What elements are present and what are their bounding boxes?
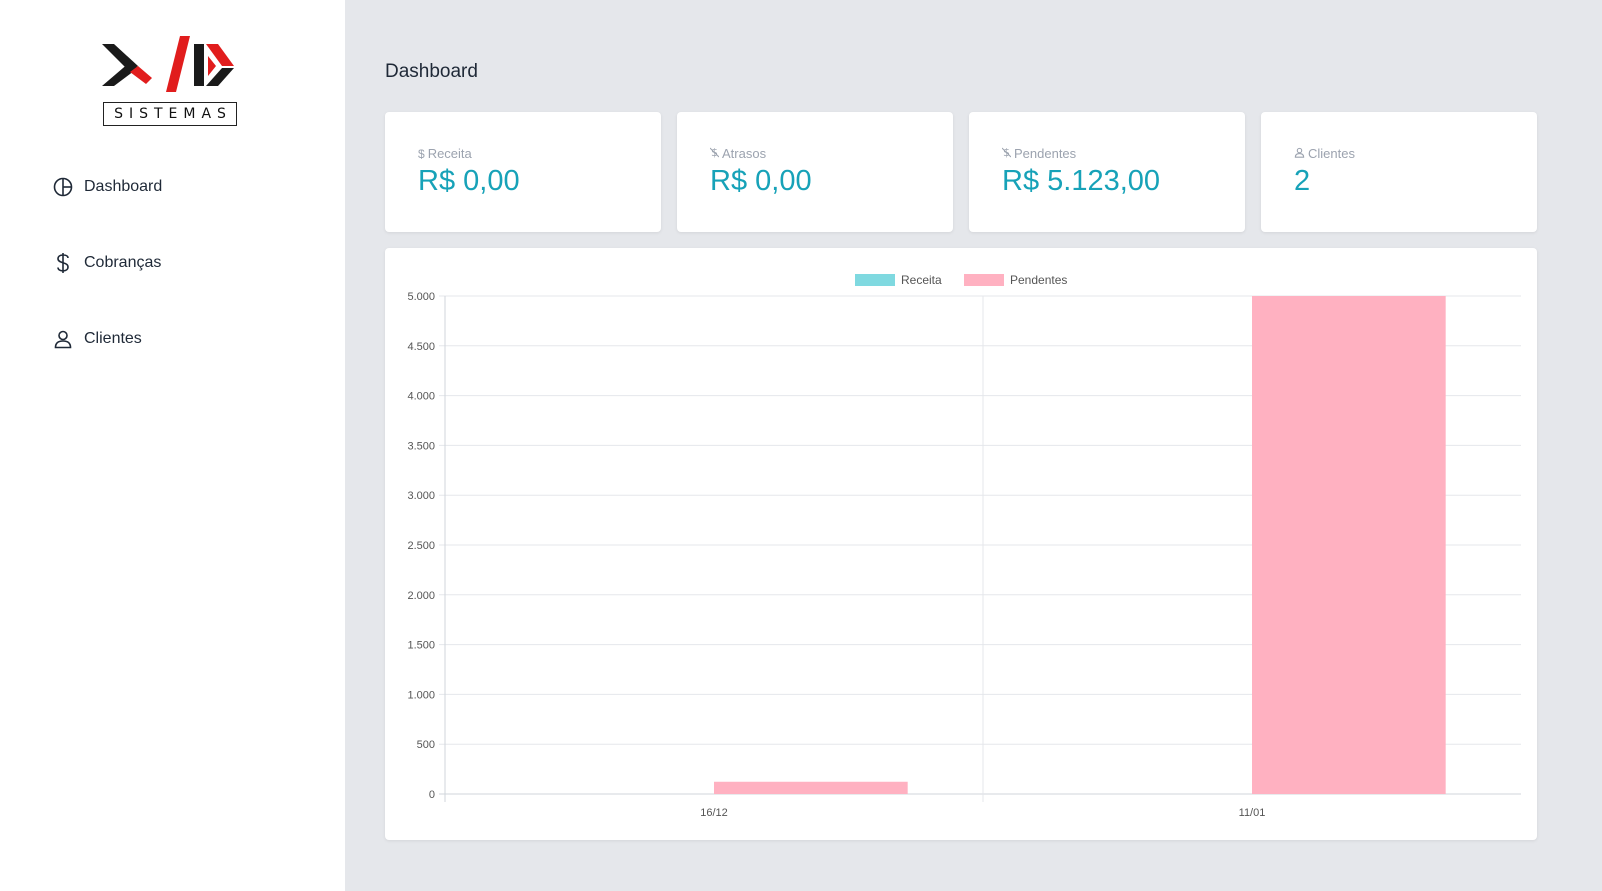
y-tick-label: 5.000 (407, 291, 435, 303)
x-tick-label: 16/12 (700, 807, 728, 819)
y-tick-label: 1.500 (407, 640, 435, 652)
card-value: 2 (1294, 165, 1311, 197)
dollar-slash-icon: $ (1001, 146, 1012, 161)
card-label-text: Atrasos (722, 146, 767, 161)
card-clientes: Clientes 2 (1261, 112, 1537, 232)
user-icon (1294, 147, 1305, 161)
y-tick-label: 0 (429, 789, 435, 801)
card-receita: $ Receita R$ 0,00 (385, 112, 661, 232)
card-label: Clientes (1294, 146, 1537, 161)
brand-logo[interactable]: SISTEMAS (100, 36, 238, 128)
card-label-text: Clientes (1308, 146, 1355, 161)
y-tick-label: 4.000 (407, 391, 435, 403)
pie-chart-icon (52, 176, 74, 198)
y-tick-label: 2.500 (407, 540, 435, 552)
y-tick-label: 4.500 (407, 341, 435, 353)
page-title: Dashboard (385, 61, 478, 82)
legend-label: Pendentes (1010, 273, 1067, 287)
legend-swatch (964, 274, 1004, 286)
card-label: $ Pendentes (1001, 146, 1245, 161)
logo-wordmark: SISTEMAS (114, 106, 232, 122)
summary-cards: $ Receita R$ 0,00 $ Atrasos R$ 0,00 $ Pe… (385, 112, 1537, 232)
card-value: R$ 0,00 (710, 165, 812, 197)
sidebar-item-label: Clientes (84, 330, 142, 347)
sidebar-item-dashboard[interactable]: Dashboard (52, 172, 162, 202)
user-icon (52, 328, 74, 350)
legend-label: Receita (901, 273, 942, 287)
bar-chart: 0 500 1.000 1.500 2.000 2.500 3.000 3.500 4.000 4… (407, 273, 1521, 819)
card-atrasos: $ Atrasos R$ 0,00 (677, 112, 953, 232)
bar-pendentes (714, 781, 908, 794)
dollar-icon: $ (418, 146, 425, 161)
card-label: $ Atrasos (709, 146, 953, 161)
y-tick-label: 3.000 (407, 490, 435, 502)
sidebar-item-cobrancas[interactable]: Cobranças (52, 248, 162, 278)
card-label: $ Receita (418, 146, 661, 161)
card-pendentes: $ Pendentes R$ 5.123,00 (969, 112, 1245, 232)
x-tick-label: 11/01 (1239, 807, 1266, 819)
chart-panel: 0 500 1.000 1.500 2.000 2.500 3.000 3.500 4.000 4… (385, 248, 1537, 840)
logo-mark-icon (102, 36, 234, 92)
card-value: R$ 5.123,00 (1002, 165, 1161, 197)
y-tick-label: 2.000 (407, 590, 435, 602)
sidebar: SISTEMAS Dashboard Cobranças Clientes (0, 0, 345, 891)
legend-swatch (855, 274, 895, 286)
sidebar-item-label: Cobranças (84, 254, 162, 271)
sidebar-item-clientes[interactable]: Clientes (52, 324, 162, 354)
sidebar-item-label: Dashboard (84, 178, 163, 195)
bar-pendentes (1252, 296, 1446, 794)
y-tick-label: 1.000 (407, 689, 435, 701)
y-tick-label: 500 (417, 739, 435, 751)
sidebar-nav: Dashboard Cobranças Clientes (52, 172, 162, 400)
y-tick-label: 3.500 (407, 440, 435, 452)
card-value: R$ 0,00 (418, 165, 520, 197)
dollar-icon (52, 252, 74, 274)
logo-wordmark-box: SISTEMAS (103, 102, 237, 126)
card-label-text: Pendentes (1014, 146, 1077, 161)
dollar-slash-icon: $ (709, 146, 720, 161)
card-label-text: Receita (427, 146, 472, 161)
